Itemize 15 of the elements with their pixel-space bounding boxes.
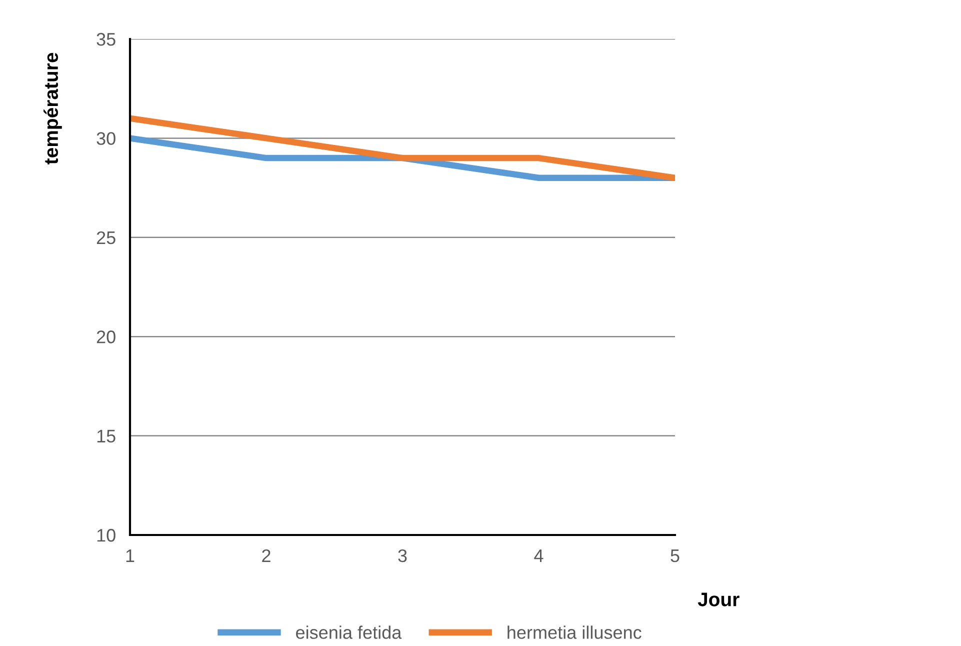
y-axis-title: température xyxy=(44,52,62,164)
y-tick-label: 15 xyxy=(97,430,116,443)
legend-label: hermetia illusenc xyxy=(508,626,642,639)
y-tick-label: 20 xyxy=(96,330,116,344)
x-tick-label: 3 xyxy=(398,549,407,562)
y-tick-label: 25 xyxy=(96,231,116,244)
y-tick-label: 35 xyxy=(96,32,116,46)
x-tick-label: 5 xyxy=(670,550,680,562)
legend-label: eisenia fetida xyxy=(296,626,402,639)
x-tick-label: 4 xyxy=(534,550,544,562)
x-tick-label: 2 xyxy=(262,549,270,562)
y-tick-label: 10 xyxy=(97,528,116,542)
x-tick-label: 1 xyxy=(126,550,134,562)
y-tick-label: 30 xyxy=(96,132,116,145)
x-axis-title: Jour xyxy=(698,592,740,606)
